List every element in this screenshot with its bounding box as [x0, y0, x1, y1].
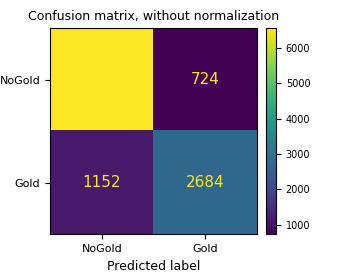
X-axis label: Predicted label: Predicted label — [107, 260, 200, 273]
Text: 724: 724 — [190, 72, 219, 87]
Text: 6574: 6574 — [82, 72, 121, 87]
Text: 1152: 1152 — [82, 175, 121, 190]
Title: Confusion matrix, without normalization: Confusion matrix, without normalization — [28, 9, 279, 23]
Text: 2684: 2684 — [186, 175, 224, 190]
